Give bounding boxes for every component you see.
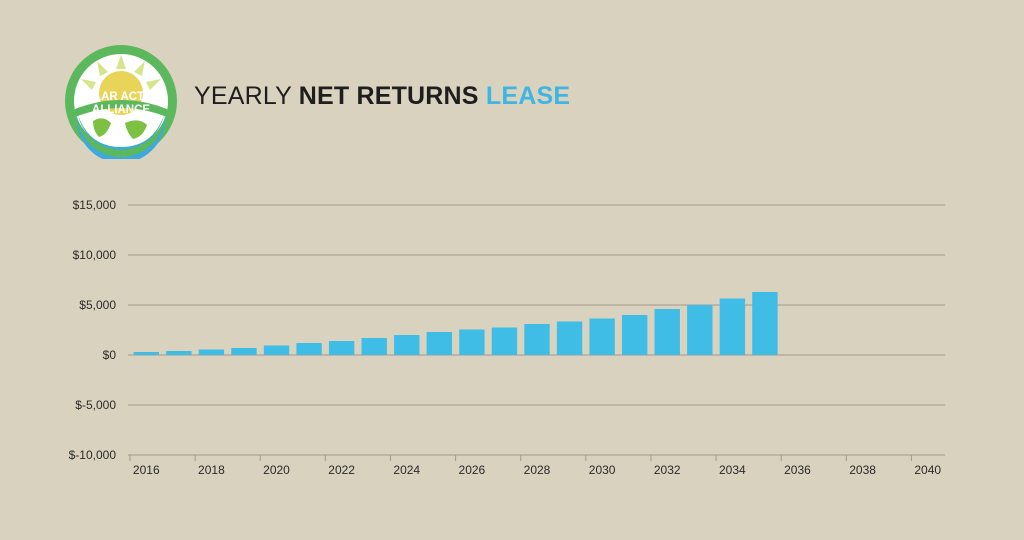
x-tick-label: 2036 bbox=[784, 463, 811, 477]
bar-2025 bbox=[426, 332, 453, 355]
bar-2033 bbox=[687, 305, 713, 355]
bar-2032 bbox=[654, 309, 680, 355]
bar-2020 bbox=[263, 345, 290, 355]
x-tick-label: 2028 bbox=[524, 463, 551, 477]
bar-2026 bbox=[459, 329, 485, 355]
bar-2034 bbox=[719, 298, 746, 355]
bar-2017 bbox=[166, 351, 192, 355]
x-tick-label: 2032 bbox=[654, 463, 681, 477]
title-part-lease: LEASE bbox=[485, 82, 571, 110]
logo-text-line2: ALLIANCE bbox=[92, 104, 150, 116]
x-tick-label: 2030 bbox=[589, 463, 616, 477]
bar-2027 bbox=[491, 327, 518, 355]
bar-2022 bbox=[328, 341, 355, 355]
bar-2024 bbox=[394, 335, 420, 355]
title-part-net-returns: NET RETURNS bbox=[298, 82, 486, 110]
bar-2035 bbox=[752, 292, 778, 355]
solar-action-alliance-logo: SOLAR ACTION ALLIANCE bbox=[65, 45, 177, 159]
x-tick-label: 2018 bbox=[198, 463, 225, 477]
chart-bars bbox=[133, 292, 778, 355]
logo-text-line1: SOLAR ACTION bbox=[77, 91, 164, 103]
y-tick-label: $-10,000 bbox=[69, 448, 117, 462]
title-part-yearly: YEARLY bbox=[194, 82, 299, 110]
y-tick-label: $0 bbox=[103, 348, 117, 362]
x-tick-label: 2026 bbox=[459, 463, 486, 477]
bar-2031 bbox=[621, 315, 648, 355]
x-tick-label: 2024 bbox=[393, 463, 420, 477]
y-tick-label: $15,000 bbox=[73, 198, 117, 212]
y-axis-tick-labels: $15,000 $10,000 $5,000 $0 $-5,000 $-10,000 bbox=[69, 198, 117, 462]
x-tick-label: 2022 bbox=[328, 463, 355, 477]
x-tick-label: 2040 bbox=[914, 463, 941, 477]
bar-2016 bbox=[133, 352, 159, 355]
y-tick-label: $10,000 bbox=[73, 248, 117, 262]
bar-2023 bbox=[361, 338, 387, 355]
x-tick-label: 2038 bbox=[849, 463, 876, 477]
bar-2018 bbox=[198, 349, 225, 355]
y-tick-label: $-5,000 bbox=[75, 398, 116, 412]
bar-2019 bbox=[231, 348, 257, 355]
x-tick-label: 2020 bbox=[263, 463, 290, 477]
x-tick-label: 2034 bbox=[719, 463, 746, 477]
bar-2029 bbox=[556, 321, 583, 355]
bar-2030 bbox=[589, 318, 615, 355]
page-title: YEARLY NET RETURNS LEASE bbox=[194, 82, 570, 111]
bar-2021 bbox=[296, 343, 322, 355]
bar-2028 bbox=[524, 324, 550, 355]
x-tick-label: 2016 bbox=[133, 463, 160, 477]
y-tick-label: $5,000 bbox=[79, 298, 116, 312]
x-axis-tick-labels: 2016 2018 2020 2022 2024 2026 2028 2030 2032 2034… bbox=[133, 463, 941, 477]
